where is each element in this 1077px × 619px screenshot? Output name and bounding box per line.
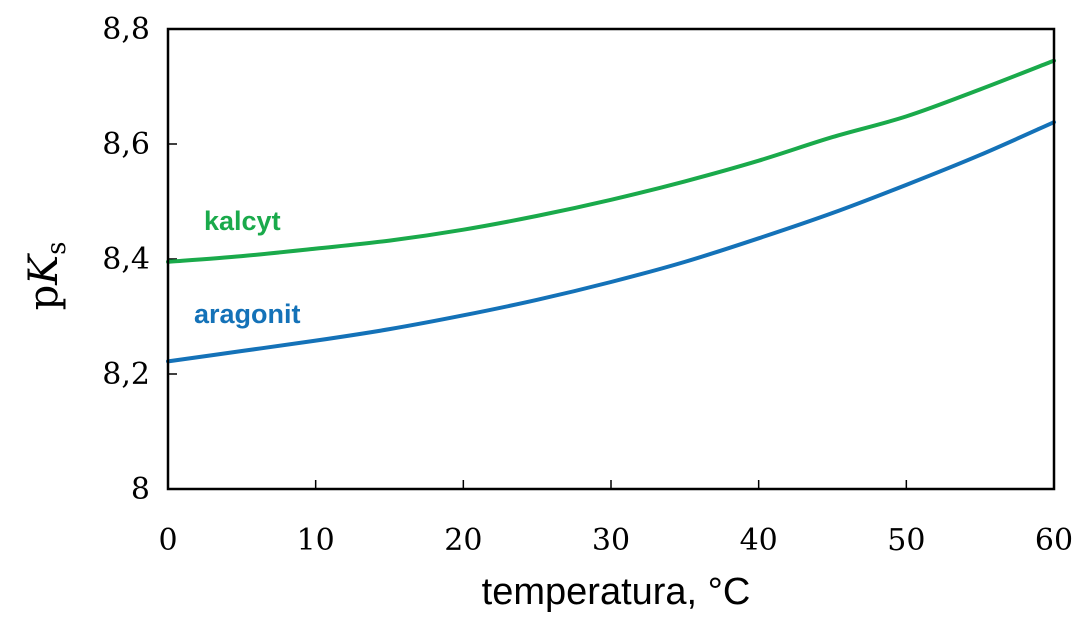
y-tick-label: 8,8 xyxy=(102,12,150,47)
series-lines xyxy=(166,58,1056,364)
x-axis-ticks xyxy=(167,480,1055,489)
series-labels: kalcyt aragonit xyxy=(194,206,301,329)
y-tick-label: 8,2 xyxy=(102,357,150,392)
y-tick-label: 8 xyxy=(131,472,150,507)
x-axis-tick-labels: 0 10 20 30 40 50 60 xyxy=(158,523,1073,558)
series-line-aragonit xyxy=(166,120,1056,364)
x-tick-label: 10 xyxy=(297,523,335,558)
x-tick-label: 40 xyxy=(740,523,778,558)
x-axis-title: temperatura, °C xyxy=(482,571,751,613)
x-tick-label: 60 xyxy=(1035,523,1073,558)
series-line-kalcyt xyxy=(166,58,1056,264)
x-tick-label: 50 xyxy=(887,523,925,558)
y-axis-title-variable: K xyxy=(21,253,67,286)
x-tick-label: 30 xyxy=(592,523,630,558)
x-tick-label: 20 xyxy=(444,523,482,558)
y-axis-title-base: p xyxy=(21,285,67,311)
y-axis-title-subscript: s xyxy=(42,242,72,255)
y-axis-tick-labels: 8 8,2 8,4 8,6 8,8 xyxy=(102,12,150,507)
y-tick-label: 8,6 xyxy=(102,127,150,162)
y-tick-label: 8,4 xyxy=(102,242,150,277)
series-label-kalcyt: kalcyt xyxy=(204,206,281,236)
y-axis-ticks xyxy=(168,28,177,490)
plot-area-frame xyxy=(166,27,1056,491)
x-tick-label: 0 xyxy=(158,523,177,558)
y-axis-title: pKs xyxy=(21,242,72,311)
series-label-aragonit: aragonit xyxy=(194,299,301,329)
